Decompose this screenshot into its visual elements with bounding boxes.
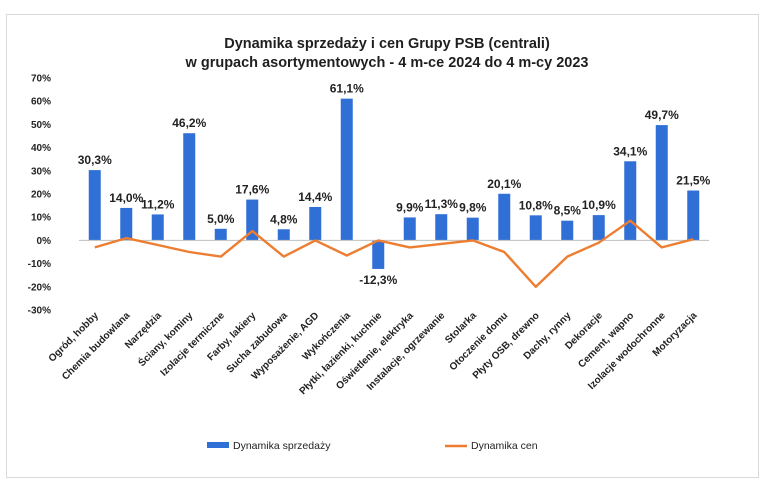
sales-bar	[151, 214, 164, 241]
bar-data-label: 49,7%	[645, 108, 679, 122]
sales-bar	[592, 215, 605, 241]
bar-data-label: 21,5%	[676, 174, 710, 188]
bar-data-label: 9,9%	[396, 200, 424, 214]
y-tick-label: 70%	[31, 74, 51, 85]
bar-data-label: 20,1%	[487, 177, 521, 191]
y-tick-label: 10%	[31, 213, 51, 224]
bar-data-label: 9,8%	[459, 201, 487, 215]
legend-sales-label: Dynamika sprzedaży	[233, 440, 331, 452]
chart-title-line-1: Dynamika sprzedaży i cen Grupy PSB (cent…	[224, 36, 550, 52]
sales-bar	[372, 240, 385, 269]
bar-data-label: 46,2%	[172, 116, 206, 130]
bar-data-label: 4,8%	[270, 212, 298, 226]
sales-bar	[277, 229, 290, 241]
price-line	[94, 219, 694, 288]
bar-data-label: -12,3%	[359, 273, 397, 287]
legend: Dynamika sprzedaży Dynamika cen	[207, 440, 538, 452]
y-tick-label: 20%	[31, 190, 51, 201]
y-tick-label: 0%	[37, 236, 52, 247]
bar-data-label: 10,8%	[519, 198, 553, 212]
legend-price-label: Dynamika cen	[471, 440, 538, 452]
sales-bar	[309, 206, 322, 241]
legend-sales-swatch	[207, 442, 229, 448]
bar-data-label: 17,6%	[235, 183, 269, 197]
sales-bar	[403, 217, 416, 241]
chart-svg: Dynamika sprzedaży i cen Grupy PSB (cent…	[28, 36, 711, 452]
sales-bar	[624, 161, 637, 241]
sales-bar	[340, 98, 353, 241]
y-tick-label: -10%	[28, 259, 51, 270]
sales-bar	[687, 190, 700, 241]
y-tick-label: -20%	[28, 282, 51, 293]
sales-bar	[529, 215, 542, 241]
x-tick-label: Cement, wapno	[576, 310, 636, 370]
bar-data-label: 11,2%	[141, 197, 175, 211]
bar-data-label: 34,1%	[613, 144, 647, 158]
data-labels: 30,3% 14,0%11,2% 46,2% 5,0% 17,6% 4,8%14,4% 61…	[78, 82, 711, 287]
chart-title-line-2: w grupach asortymentowych - 4 m-ce 2024 …	[185, 55, 589, 71]
bar-data-label: 61,1%	[330, 82, 364, 96]
sales-bar	[655, 125, 668, 241]
bar-data-label: 30,3%	[78, 153, 112, 167]
sales-bar	[498, 193, 511, 241]
y-tick-label: 40%	[31, 143, 51, 154]
sales-bar	[183, 133, 196, 241]
chart-frame: Dynamika sprzedaży i cen Grupy PSB (cent…	[6, 14, 759, 478]
sales-bars	[88, 98, 700, 269]
y-tick-label: 30%	[31, 166, 51, 177]
y-tick-label: 60%	[31, 97, 51, 108]
bar-data-label: 14,4%	[298, 190, 332, 204]
bar-data-label: 8,5%	[554, 204, 582, 218]
sales-bar	[88, 170, 101, 241]
sales-bar	[120, 207, 133, 241]
bar-data-label: 10,9%	[582, 198, 616, 212]
sales-bar	[466, 217, 479, 241]
y-axis: 70% 60% 50% 40% 30% 20% 10% 0% -10% -20% -30%	[28, 74, 51, 317]
bar-data-label: 5,0%	[207, 212, 235, 226]
bar-data-label: 11,3%	[425, 197, 459, 211]
price-series-line	[94, 219, 694, 288]
x-tick-label: Otoczenie domu	[448, 310, 511, 373]
bar-data-label: 14,0%	[109, 191, 143, 205]
sales-bar	[435, 214, 448, 241]
sales-bar	[561, 220, 574, 241]
sales-bar	[246, 199, 259, 241]
y-tick-label: 50%	[31, 120, 51, 131]
y-tick-label: -30%	[28, 306, 51, 317]
x-tick-label: Ściany, kominy	[135, 309, 195, 369]
sales-bar	[214, 228, 227, 241]
